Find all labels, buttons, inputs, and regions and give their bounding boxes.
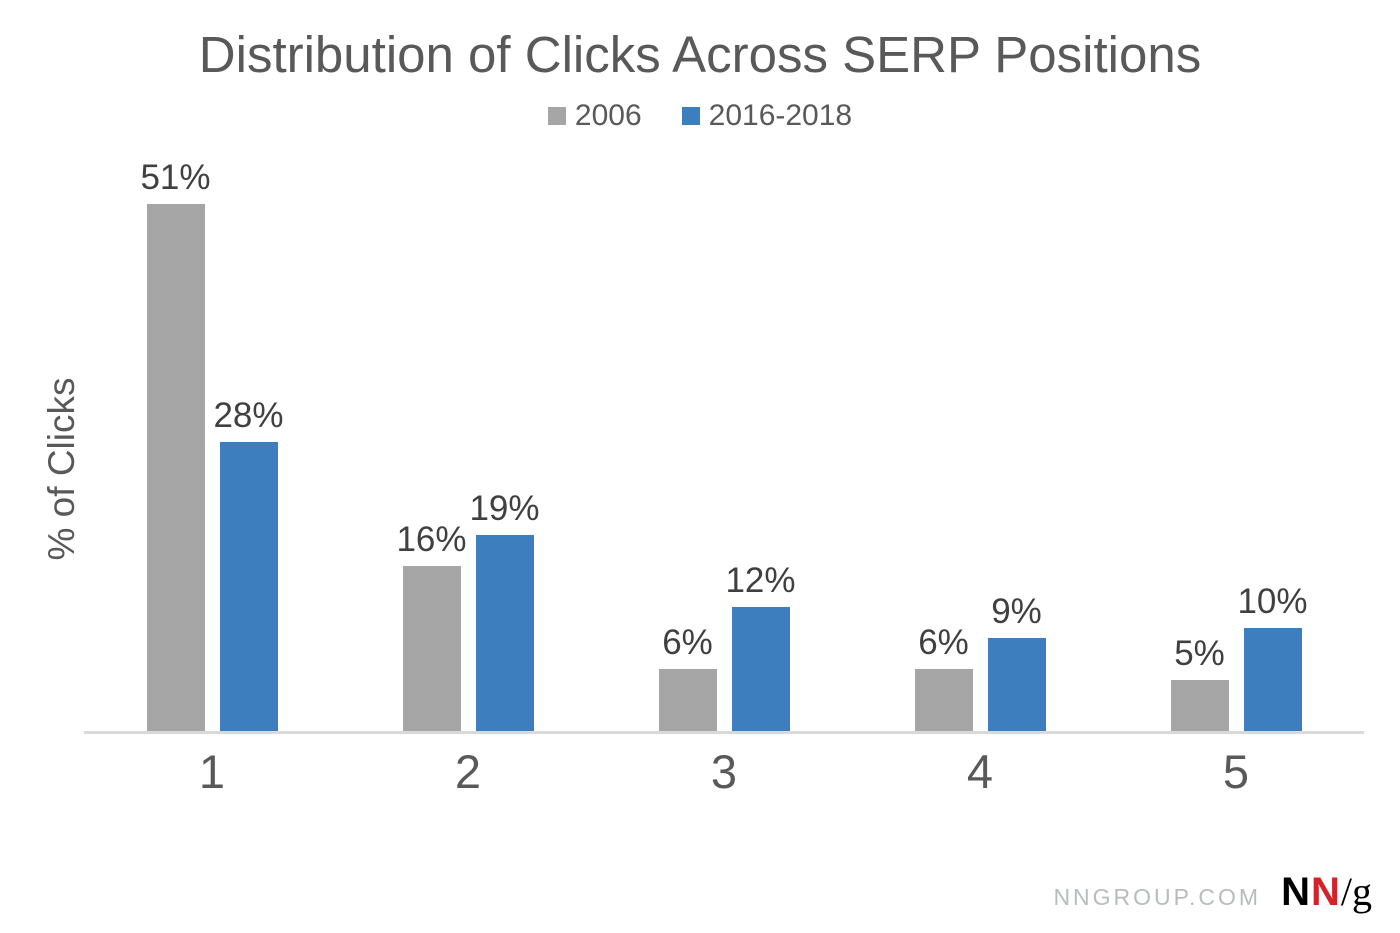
legend-item-2016-2018: 2016-2018 [681,99,853,133]
nng-logo: NN/g [1281,868,1372,915]
bar-2006-position-2: 16% [396,520,467,732]
legend-item-2006: 2006 [547,99,642,133]
bar-value-label-2006-position-4: 6% [918,623,969,663]
nng-logo-n-red: N [1310,870,1341,914]
x-tick-5: 5 [1222,745,1250,799]
x-axis-tick-labels: 1 2 3 4 5 [84,744,1364,799]
bar-2016-2018-position-3: 12% [725,561,796,732]
chart-title: Distribution of Clicks Across SERP Posit… [198,26,1202,83]
bar-group-position-4: 6% 9% [852,173,1108,732]
bar-2006-position-3: 6% [658,623,717,732]
nng-logo-slash-g: /g [1340,869,1372,914]
legend-swatch-2016-2018 [681,107,700,126]
bar-2016-2018-position-4: 9% [987,592,1046,732]
bar-2006-position-1: 51% [140,158,211,732]
page: { "title": "Distribution of Clicks Acros… [0,24,1400,933]
bar-2016-2018-position-2: 19% [469,489,540,732]
bar-value-label-2016-2018-position-5: 10% [1237,581,1308,621]
bar-2016-2018-position-1: 28% [213,396,284,732]
bar-group-position-5: 5% 10% [1108,173,1364,732]
bar-value-label-2016-2018-position-1: 28% [213,395,284,435]
bar-2006-position-4: 6% [914,623,973,732]
x-tick-4: 4 [966,745,994,799]
plot-area: 51% 28% 16% 19% 6% 12% 6% [84,158,1364,735]
footer: NNGROUP.COM NN/g [1053,868,1372,915]
bar-2016-2018-position-5: 10% [1237,582,1308,732]
nng-logo-n-black: N [1281,870,1311,914]
bar-value-label-2006-position-5: 5% [1174,633,1225,673]
bar-value-label-2016-2018-position-3: 12% [725,561,796,601]
bar-value-label-2006-position-1: 51% [140,158,211,198]
bar-group-position-1: 51% 28% [84,158,340,732]
bar-group-position-2: 16% 19% [340,173,596,732]
bar-value-label-2006-position-3: 6% [662,623,713,663]
legend-swatch-2006 [547,107,566,126]
bar-value-label-2016-2018-position-4: 9% [991,592,1042,632]
legend-label-2006: 2006 [574,99,642,133]
y-axis-label: % of Clicks [41,377,82,561]
x-tick-1: 1 [198,745,226,799]
bar-value-label-2016-2018-position-2: 19% [469,488,540,528]
footer-site-text: NNGROUP.COM [1053,884,1262,910]
x-tick-3: 3 [710,745,738,799]
legend-label-2016-2018: 2016-2018 [708,99,853,133]
x-tick-2: 2 [454,745,482,799]
bar-group-position-3: 6% 12% [596,173,852,732]
bar-2006-position-5: 5% [1170,634,1229,732]
bar-value-label-2006-position-2: 16% [396,519,467,559]
chart: 51% 28% 16% 19% 6% 12% 6% [84,158,1364,735]
legend: 2006 2016-2018 [0,99,1400,133]
